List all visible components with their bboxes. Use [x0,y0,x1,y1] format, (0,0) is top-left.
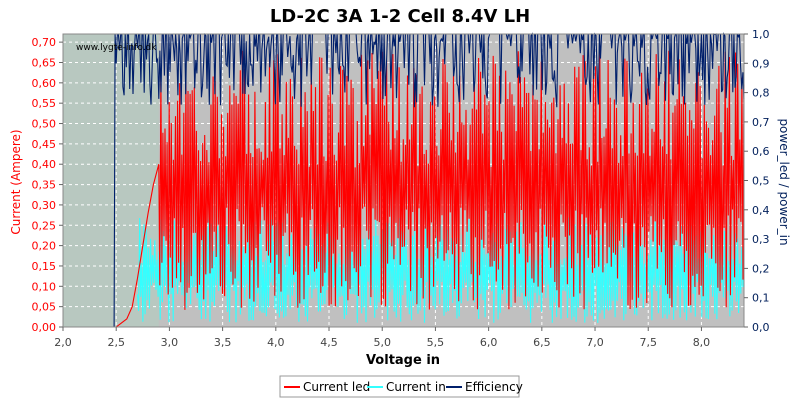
x-tick-label: 3,5 [214,336,232,349]
x-tick-label: 7,0 [586,336,604,349]
y-axis-right-label: power_led / power_in [777,118,791,245]
x-tick-label: 7,5 [639,336,657,349]
legend-label-efficiency: Efficiency [465,380,523,394]
y-right-tick-label: 0,5 [752,175,770,188]
y-right-tick-label: 0,2 [752,262,770,275]
y-right-tick-label: 0,1 [752,292,770,305]
x-tick-label: 3,0 [161,336,179,349]
x-tick-label: 2,0 [54,336,72,349]
y-right-tick-label: 0,9 [752,57,770,70]
y-left-tick-label: 0,60 [32,77,57,90]
y-left-tick-label: 0,65 [32,56,57,69]
x-tick-label: 4,0 [267,336,285,349]
x-tick-label: 6,5 [533,336,551,349]
x-tick-label: 8,0 [693,336,711,349]
legend-label-current-in: Current in [386,380,446,394]
y-right-tick-label: 0,6 [752,145,770,158]
y-right-tick-label: 0,0 [752,321,770,334]
legend-label-current-led: Current led [303,380,370,394]
watermark: www.lygte-info.dk [76,43,157,53]
y-right-tick-label: 0,7 [752,116,770,129]
legend: Current led Current in Efficiency [279,375,523,398]
x-tick-label: 6,0 [480,336,498,349]
x-tick-label: 2,5 [107,336,125,349]
y-right-tick-label: 1,0 [752,28,770,41]
y-left-tick-label: 0,15 [32,260,57,273]
y-left-tick-label: 0,20 [32,240,57,253]
x-tick-label: 5,0 [373,336,391,349]
y-left-tick-label: 0,10 [32,280,57,293]
y-left-tick-label: 0,45 [32,138,57,151]
y-right-tick-label: 0,8 [752,87,770,100]
x-tick-label: 4,5 [320,336,338,349]
chart-title: LD-2C 3A 1-2 Cell 8.4V LH [270,6,530,27]
y-left-tick-label: 0,70 [32,36,57,49]
series-current-in [136,217,745,323]
x-axis-label: Voltage in [366,353,440,368]
y-left-tick-label: 0,30 [32,199,57,212]
y-left-tick-label: 0,40 [32,158,57,171]
legend-box [279,375,520,398]
y-left-tick-label: 0,35 [32,179,57,192]
y-right-tick-label: 0,4 [752,204,770,217]
series-current-led [63,50,745,328]
y-left-tick-label: 0,55 [32,97,57,110]
y-left-tick-label: 0,05 [32,301,57,314]
y-right-tick-label: 0,3 [752,233,770,246]
y-left-tick-label: 0,25 [32,219,57,232]
y-axis-left-label: Current (Ampere) [9,129,23,234]
y-left-tick-label: 0,00 [32,321,57,334]
axes: 2,0 2,5 3,0 3,5 4,0 4,5 5,0 5,5 6,0 6,5 7,0 7,5 8,0 0… [32,28,770,349]
y-left-tick-label: 0,50 [32,118,57,131]
x-tick-label: 5,5 [427,336,445,349]
